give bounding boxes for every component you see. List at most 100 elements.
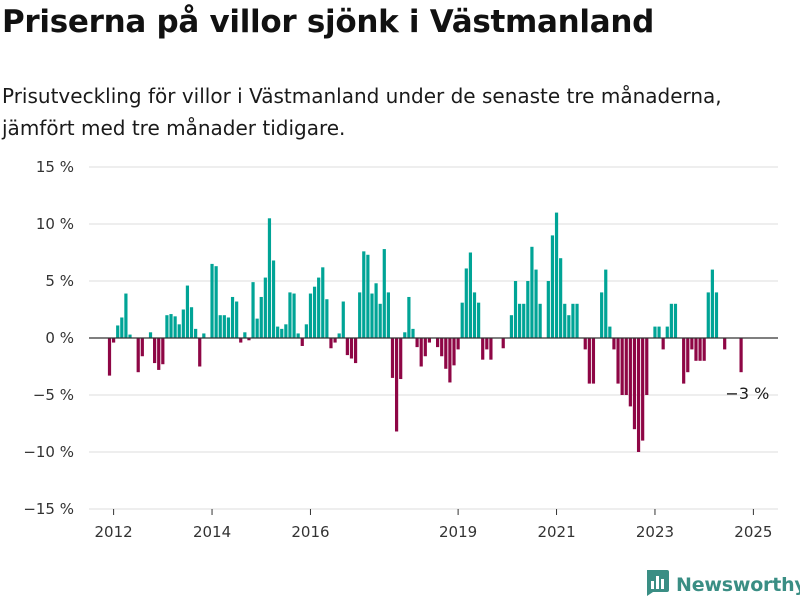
bar bbox=[415, 338, 419, 348]
bar bbox=[169, 314, 173, 338]
bar bbox=[427, 338, 431, 343]
bar bbox=[189, 307, 194, 338]
bar bbox=[271, 260, 276, 338]
bar bbox=[694, 338, 698, 361]
bar bbox=[116, 325, 120, 338]
bar bbox=[591, 338, 596, 384]
y-tick-label: 5 % bbox=[45, 272, 74, 290]
bar bbox=[411, 328, 415, 338]
bar bbox=[714, 292, 719, 338]
bar bbox=[436, 338, 440, 348]
bar bbox=[600, 292, 604, 338]
bar bbox=[485, 338, 489, 350]
bar bbox=[522, 303, 526, 338]
bar bbox=[690, 338, 694, 350]
bar bbox=[222, 315, 226, 338]
x-tick-label: 2021 bbox=[537, 523, 575, 541]
bar bbox=[165, 315, 169, 338]
bar bbox=[587, 338, 591, 384]
bar bbox=[300, 338, 304, 346]
bar bbox=[107, 338, 112, 376]
bar bbox=[251, 282, 255, 338]
bar bbox=[636, 338, 641, 452]
y-tick-label: −5 % bbox=[33, 386, 74, 404]
bar bbox=[210, 263, 214, 338]
bar bbox=[345, 338, 349, 356]
newsworthy-brand-name: Newsworthy bbox=[676, 574, 800, 596]
bar bbox=[419, 338, 423, 367]
bar bbox=[255, 318, 259, 338]
bar bbox=[157, 338, 161, 370]
y-tick-label: 0 % bbox=[45, 329, 74, 347]
newsworthy-logo[interactable]: Newsworthy bbox=[644, 569, 800, 601]
price-change-bar-chart: 15 %10 %5 %0 %−5 %−10 %−15 % 2012 2014 201… bbox=[23, 158, 778, 541]
bar bbox=[423, 338, 427, 357]
bars bbox=[107, 212, 743, 452]
y-tick-label: 15 % bbox=[36, 158, 74, 176]
bar bbox=[185, 285, 190, 338]
bar bbox=[370, 293, 374, 338]
bar bbox=[452, 338, 456, 366]
bar bbox=[239, 338, 243, 343]
bar bbox=[546, 281, 550, 338]
bar bbox=[526, 281, 530, 338]
bar bbox=[337, 333, 341, 338]
annotations: −3 % bbox=[725, 384, 769, 403]
bar bbox=[534, 269, 538, 338]
bar bbox=[312, 286, 317, 338]
bar bbox=[407, 296, 411, 338]
bar bbox=[321, 267, 325, 338]
bar bbox=[665, 326, 669, 338]
bar bbox=[653, 326, 657, 338]
gridlines bbox=[89, 166, 778, 510]
bar bbox=[112, 338, 116, 343]
bar bbox=[161, 338, 165, 365]
bar bbox=[194, 328, 198, 338]
bar bbox=[276, 326, 280, 338]
bar bbox=[444, 338, 448, 369]
bar bbox=[710, 269, 714, 338]
x-tick-label: 2014 bbox=[193, 523, 231, 541]
y-tick-label: −10 % bbox=[23, 443, 74, 461]
bar bbox=[698, 338, 702, 361]
bar bbox=[641, 338, 645, 441]
bar bbox=[148, 332, 153, 338]
bar bbox=[686, 338, 690, 373]
bar bbox=[464, 268, 468, 338]
bar bbox=[620, 338, 624, 395]
bar bbox=[202, 333, 206, 338]
bar bbox=[284, 324, 288, 338]
bar bbox=[267, 218, 272, 338]
bar bbox=[612, 338, 616, 350]
bar bbox=[567, 315, 571, 338]
bar bbox=[403, 332, 407, 338]
bar bbox=[563, 303, 567, 338]
bar bbox=[489, 338, 493, 360]
bar bbox=[353, 338, 358, 364]
bar bbox=[235, 301, 239, 338]
bar bbox=[292, 293, 296, 338]
bar bbox=[481, 338, 485, 360]
bar bbox=[530, 246, 534, 338]
bar bbox=[616, 338, 620, 384]
bar bbox=[218, 315, 222, 338]
bar bbox=[624, 338, 628, 395]
bar bbox=[378, 303, 382, 338]
x-tick-label: 2019 bbox=[439, 523, 477, 541]
bar bbox=[128, 334, 132, 338]
page-title: Priserna på villor sjönk i Västmanland bbox=[2, 4, 654, 40]
bar bbox=[358, 292, 362, 338]
bar bbox=[173, 316, 177, 338]
bar bbox=[325, 299, 329, 338]
y-tick-label: −15 % bbox=[23, 500, 74, 518]
bar bbox=[349, 338, 354, 359]
bar bbox=[304, 324, 308, 338]
bar bbox=[386, 292, 390, 338]
bar bbox=[460, 302, 464, 338]
bar bbox=[739, 338, 743, 373]
x-tick-label: 2012 bbox=[95, 523, 133, 541]
x-tick-label: 2016 bbox=[291, 523, 329, 541]
bar bbox=[518, 303, 522, 338]
bar bbox=[645, 338, 649, 395]
bar bbox=[608, 326, 612, 338]
